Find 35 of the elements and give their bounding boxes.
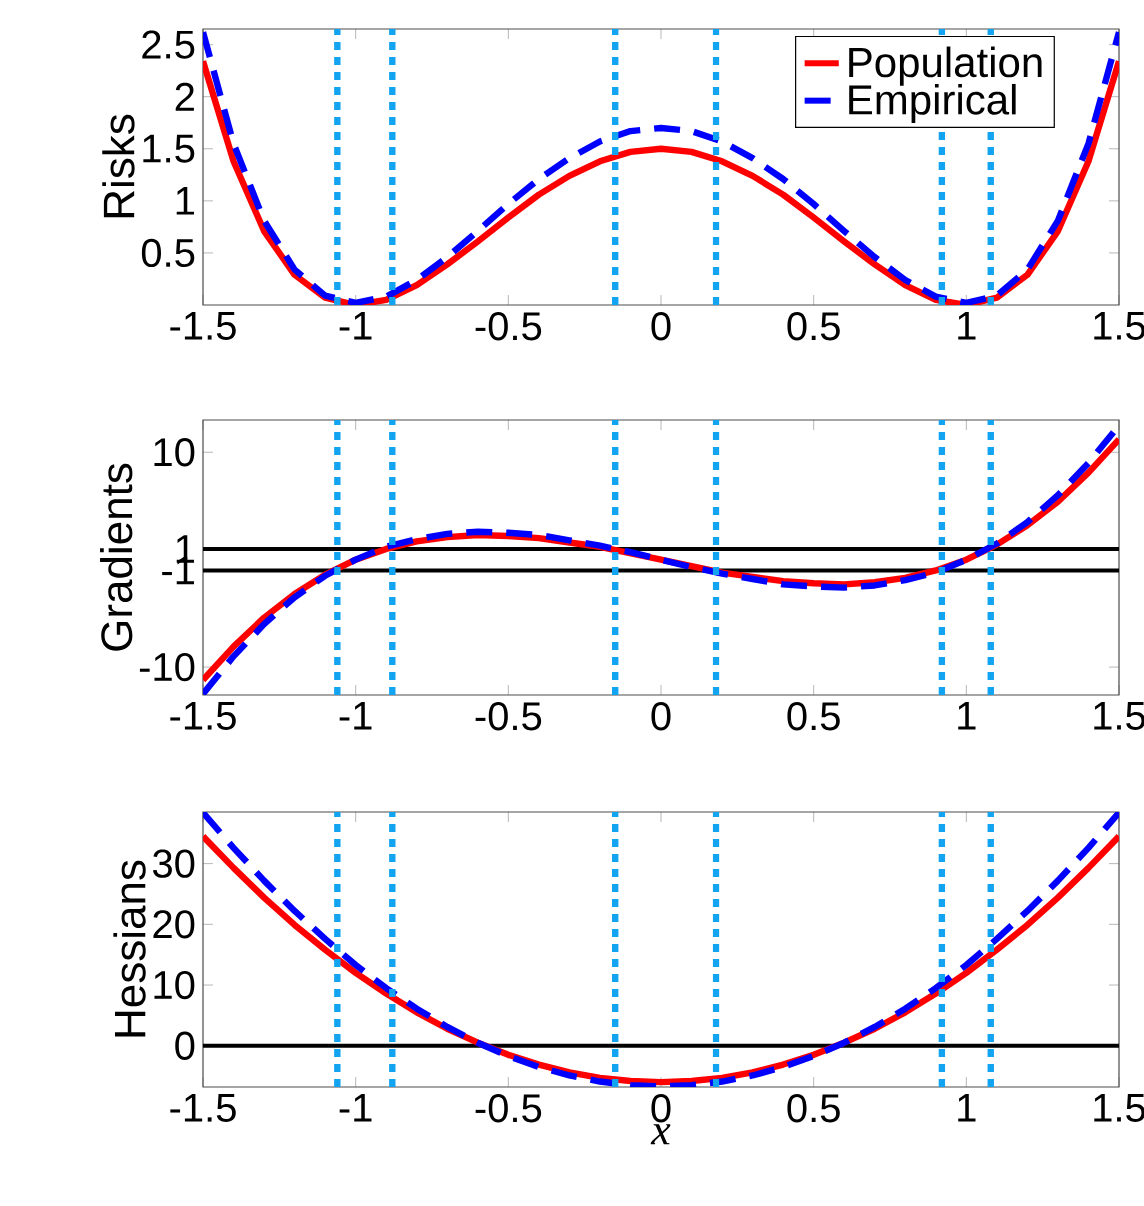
x-tick-label: -1.5 bbox=[170, 1094, 236, 1122]
y-tick-label: 0.5 bbox=[141, 238, 195, 268]
y-tick-label: 10 bbox=[154, 970, 195, 1000]
legend-label: Empirical bbox=[849, 83, 1016, 124]
y-tick-label: 2 bbox=[175, 82, 194, 111]
x-tick-label: 0.5 bbox=[787, 1094, 840, 1123]
y-tick-label: 30 bbox=[152, 849, 195, 878]
x-tick-label: -1 bbox=[339, 702, 372, 730]
y-tick-label: 20 bbox=[153, 910, 195, 939]
x-tick-label: -1 bbox=[339, 312, 372, 340]
x-tick-label: 0.5 bbox=[787, 312, 840, 341]
y-tick-label: 10 bbox=[154, 438, 195, 467]
y-tick-label: 0 bbox=[175, 1031, 195, 1060]
y-axis-title: Gradients bbox=[100, 463, 133, 651]
x-tick-label: 0 bbox=[651, 312, 671, 341]
y-tick-label: -10 bbox=[139, 652, 195, 682]
y-tick-label: 2.5 bbox=[142, 30, 195, 59]
y-tick-label: 1.5 bbox=[143, 134, 195, 163]
x-tick-label: 0 bbox=[651, 1094, 671, 1123]
x-tick-label: -0.5 bbox=[475, 312, 542, 341]
x-tick-label: 0 bbox=[651, 702, 671, 731]
x-tick-label: 1 bbox=[958, 702, 976, 730]
x-tick-label: 0.5 bbox=[787, 702, 840, 731]
x-tick-label: 1 bbox=[958, 1094, 976, 1122]
y-axis-title: Hessians bbox=[113, 860, 146, 1037]
y-axis-title: Risks bbox=[102, 114, 135, 218]
x-tick-label: -0.5 bbox=[475, 702, 542, 731]
x-tick-label: 1 bbox=[958, 312, 976, 340]
x-tick-label: -1.5 bbox=[170, 312, 236, 340]
x-axis-title: x bbox=[650, 1124, 671, 1145]
x-tick-label: -1.5 bbox=[170, 702, 236, 730]
x-tick-label: -1 bbox=[339, 1094, 372, 1122]
x-tick-label: -0.5 bbox=[475, 1094, 542, 1123]
legend-label: Population bbox=[849, 46, 1042, 86]
y-tick-label: 1 bbox=[176, 187, 194, 215]
